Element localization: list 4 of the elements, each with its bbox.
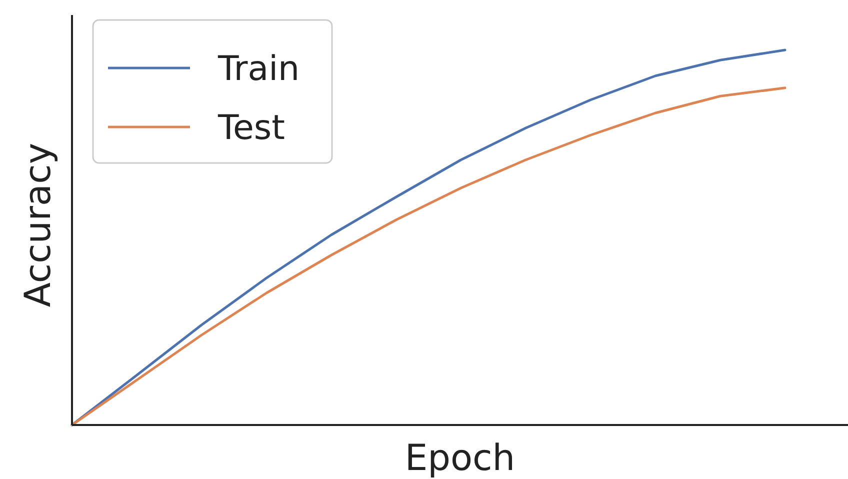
y-axis-title: Accuracy — [18, 142, 59, 308]
legend-label: Train — [217, 49, 300, 89]
legend-label: Test — [217, 108, 285, 148]
x-axis-title: Epoch — [404, 438, 516, 479]
